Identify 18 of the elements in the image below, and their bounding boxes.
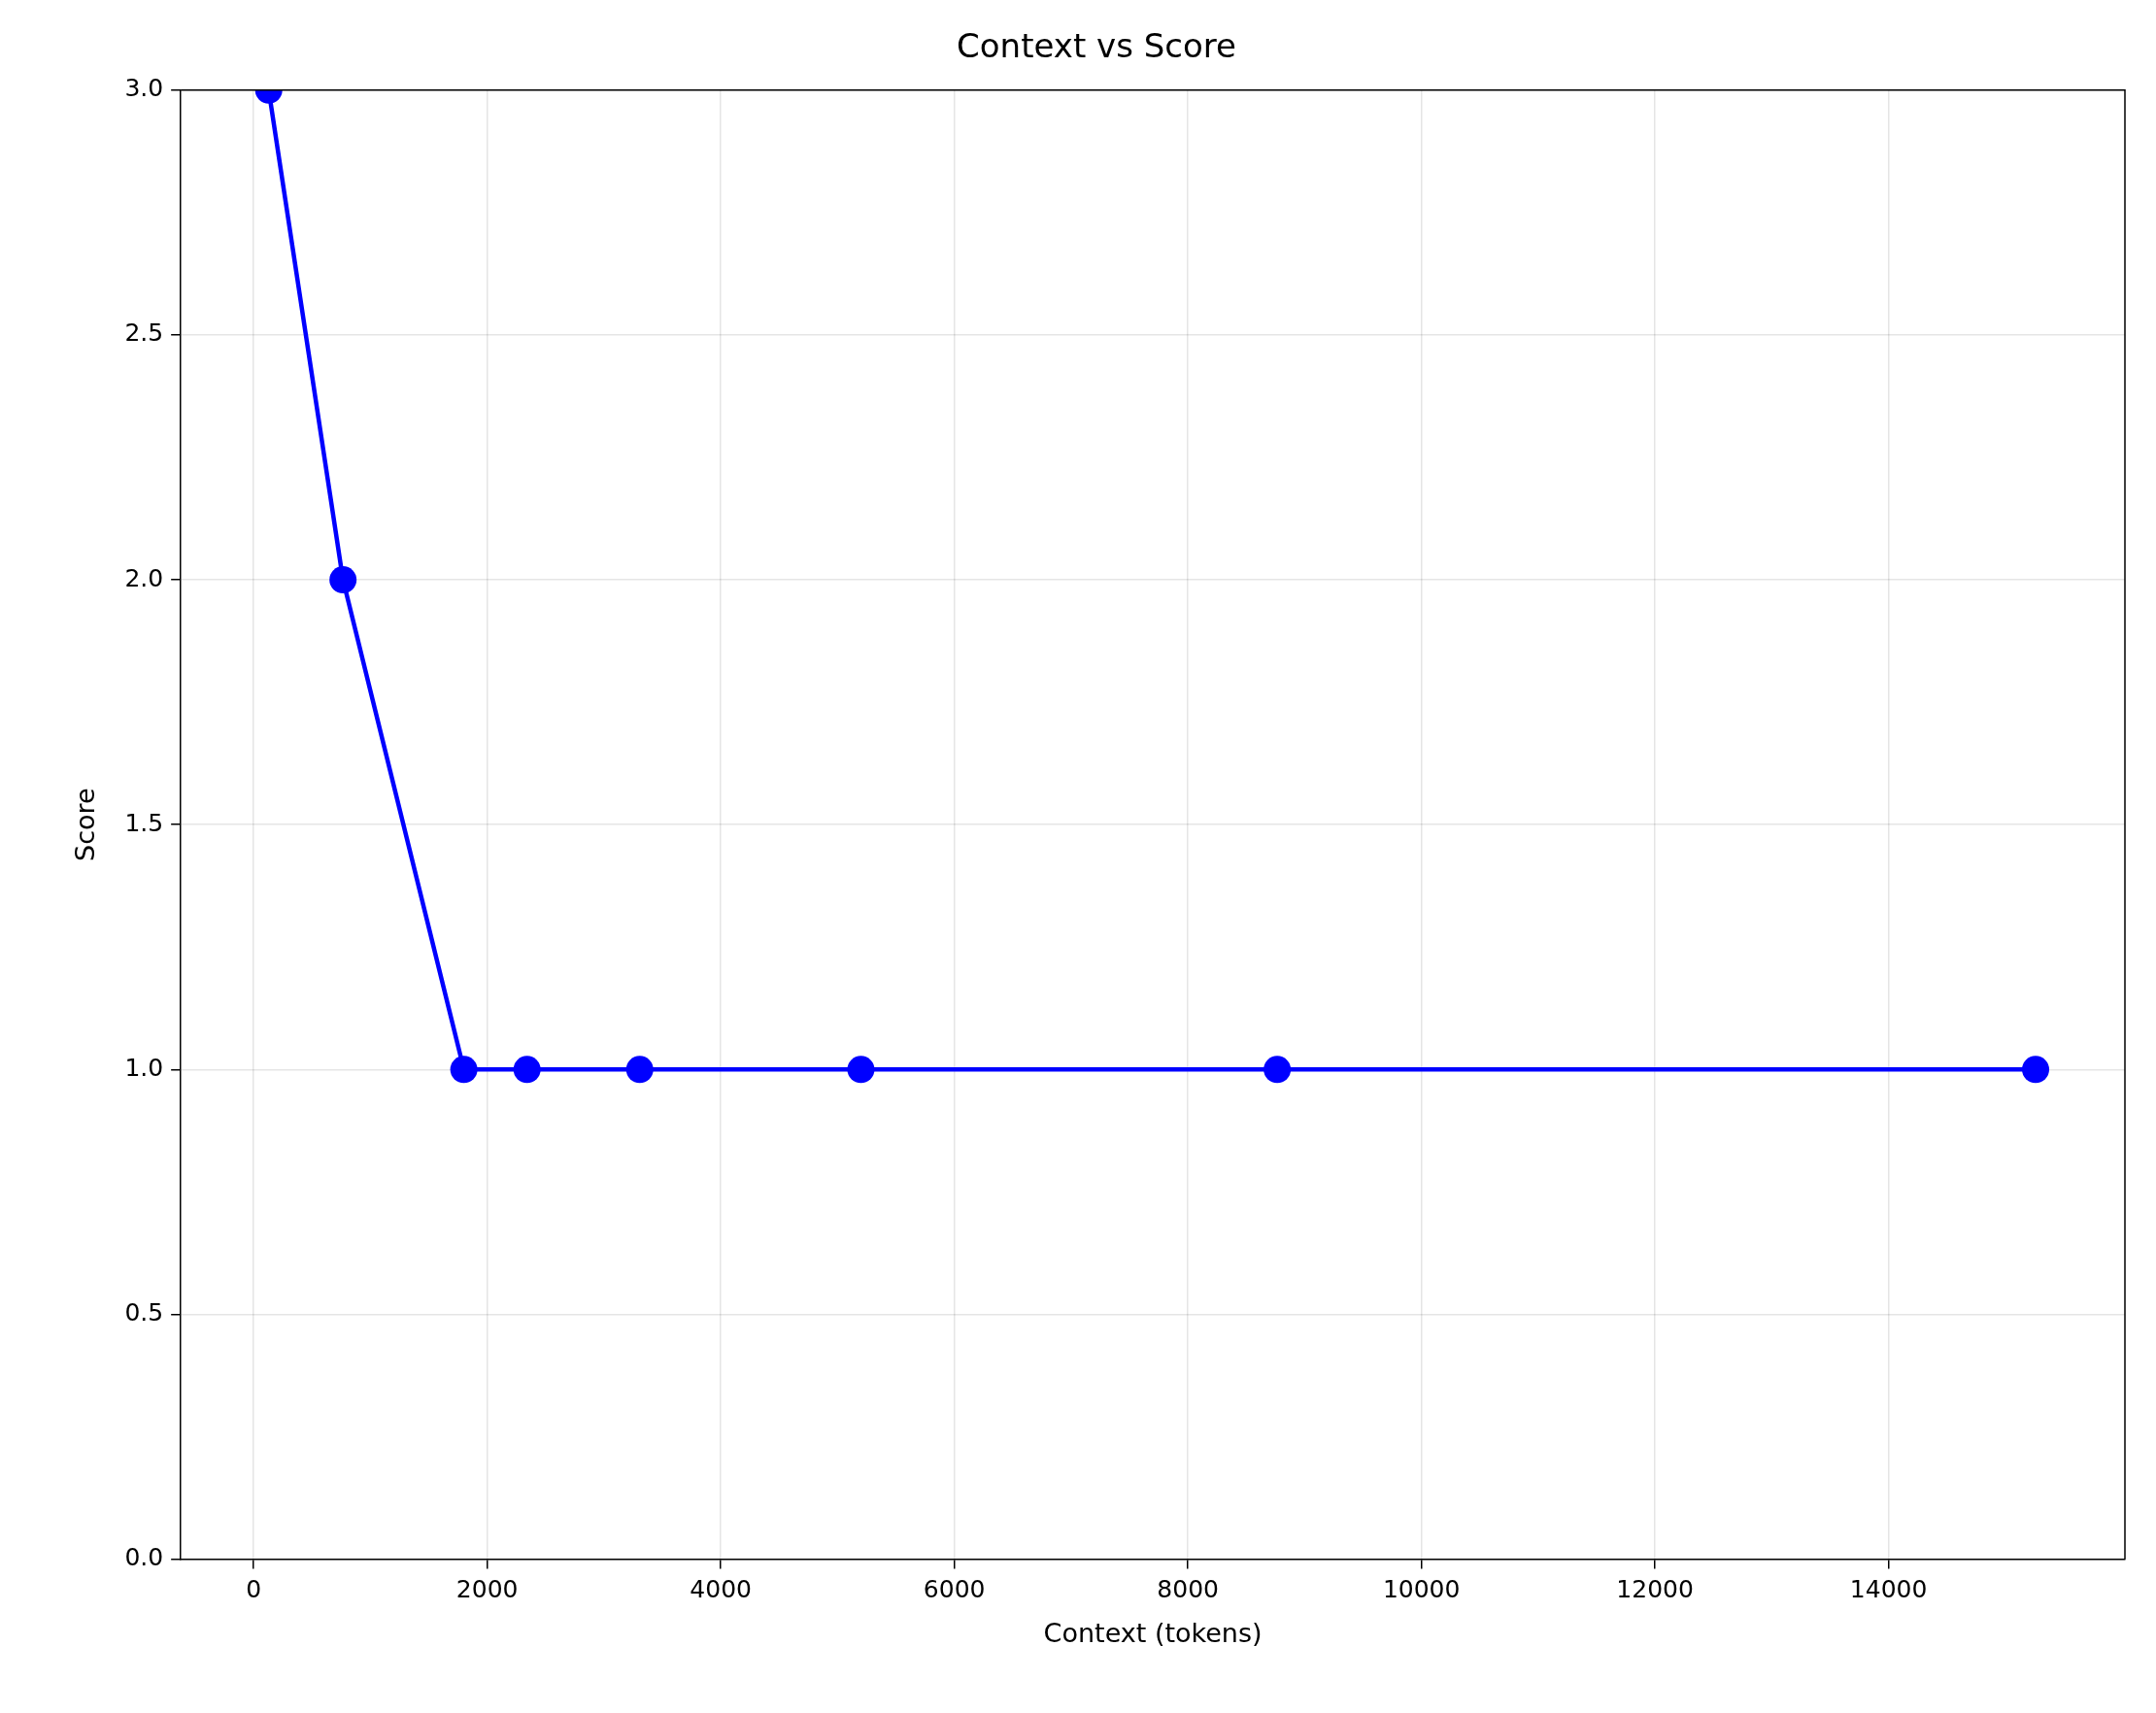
chart-title: Context vs Score	[957, 26, 1236, 66]
x-tick-label: 14000	[1849, 1575, 1928, 1604]
x-tick-label: 12000	[1616, 1575, 1694, 1604]
y-tick-label: 1.0	[124, 1053, 164, 1082]
y-tick-label: 2.0	[124, 563, 164, 592]
y-tick-label: 2.5	[124, 319, 164, 348]
x-axis-title: Context (tokens)	[1043, 1617, 1263, 1648]
x-tick-label: 0	[246, 1575, 262, 1604]
y-tick-label: 0.0	[124, 1543, 164, 1572]
x-tick-label: 6000	[923, 1575, 986, 1604]
y-tick-label: 3.0	[124, 74, 164, 103]
y-tick-label: 0.5	[124, 1297, 164, 1327]
y-axis-title: Score	[70, 788, 101, 862]
y-tick-label: 1.5	[124, 808, 164, 837]
x-tick-label: 2000	[455, 1575, 519, 1604]
x-tick-label: 4000	[690, 1575, 752, 1604]
x-tick-label: 8000	[1157, 1575, 1219, 1604]
x-tick-label: 10000	[1382, 1575, 1461, 1604]
